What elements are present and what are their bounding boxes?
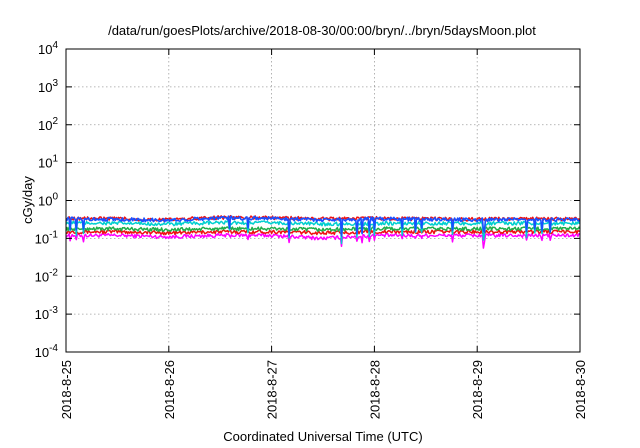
y-tick-label: 10-2 [35,267,59,284]
x-tick-label: 2018-8-25 [59,360,74,419]
y-tick-label: 10-1 [35,229,59,246]
x-tick-label: 2018-8-29 [470,360,485,419]
series-line-2 [65,229,581,236]
grid-layer [66,49,580,352]
y-tick-label: 104 [38,40,58,57]
y-tick-label: 10-4 [35,343,59,360]
x-axis-label: Coordinated Universal Time (UTC) [223,429,422,444]
x-tick-label: 2018-8-30 [573,360,588,419]
y-tick-label: 102 [38,116,58,133]
series-layer [65,214,581,249]
y-axis-label: cGy/day [20,176,35,224]
axis-layer: 10-4 10-3 10-2 10-1 100 101 102 103 104 2018-8-25… [35,40,588,419]
chart-title: /data/run/goesPlots/archive/2018-08-30/0… [108,23,536,38]
plot-frame [65,48,581,353]
x-tick-label: 2018-8-26 [162,360,177,419]
y-tick-label: 100 [38,192,58,209]
series-line-6 [65,215,581,237]
series-line-1 [65,232,581,249]
y-tick-label: 103 [38,78,58,95]
series-line-3 [65,226,581,233]
x-tick-label: 2018-8-28 [367,360,382,419]
series-line-4 [65,220,581,245]
y-tick-label: 101 [38,154,58,171]
x-tick-label: 2018-8-27 [265,360,280,419]
y-tick-label: 10-3 [35,305,59,322]
